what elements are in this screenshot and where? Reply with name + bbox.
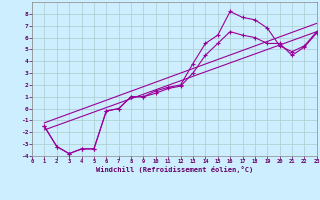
X-axis label: Windchill (Refroidissement éolien,°C): Windchill (Refroidissement éolien,°C): [96, 166, 253, 173]
